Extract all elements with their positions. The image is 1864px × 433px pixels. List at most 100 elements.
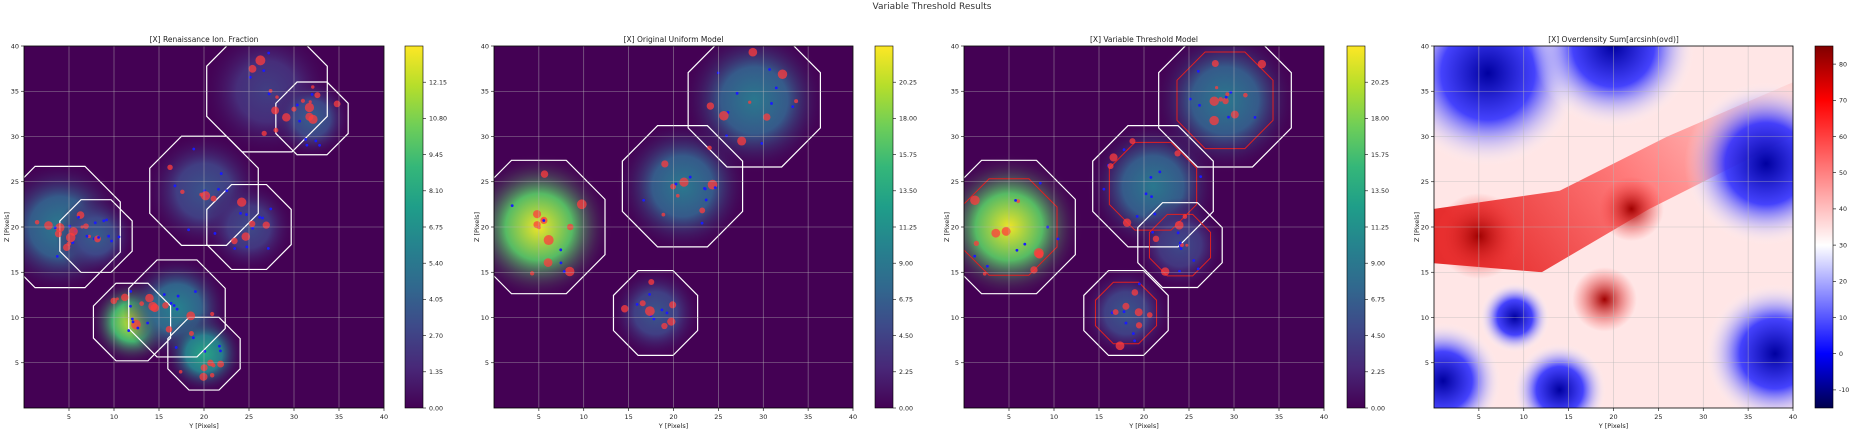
- source-marker: [136, 326, 140, 330]
- source-marker: [53, 226, 57, 230]
- x-tick-label: 20: [1609, 413, 1617, 421]
- x-tick-label: 15: [1095, 413, 1103, 421]
- x-tick-label: 20: [1140, 413, 1148, 421]
- y-tick-label: 15: [1421, 269, 1429, 277]
- colorbar-tick-label: 20.25: [1371, 80, 1389, 87]
- source-marker: [688, 175, 692, 179]
- source-marker: [314, 92, 321, 99]
- source-marker: [540, 170, 549, 178]
- x-tick-label: 25: [714, 413, 722, 421]
- source-marker: [97, 235, 101, 239]
- threshold-contour: [206, 183, 292, 271]
- source-marker: [719, 110, 729, 121]
- x-tick-label: 15: [1564, 413, 1572, 421]
- source-marker: [34, 219, 40, 225]
- source-marker: [1227, 115, 1230, 119]
- source-marker: [748, 100, 752, 104]
- source-marker: [644, 306, 655, 316]
- source-marker: [225, 189, 229, 193]
- source-marker: [1016, 199, 1021, 204]
- source-marker: [1182, 214, 1188, 219]
- underdense-region: [1512, 343, 1607, 408]
- x-tick-label: 30: [290, 413, 298, 421]
- variable-threshold-contour: [1176, 51, 1274, 150]
- source-marker: [973, 240, 979, 247]
- source-marker: [255, 55, 266, 66]
- source-marker: [239, 211, 242, 215]
- source-marker: [1102, 187, 1106, 191]
- threshold-contour: [206, 46, 328, 153]
- source-marker: [172, 304, 176, 307]
- source-marker: [199, 372, 208, 381]
- source-marker: [1185, 243, 1189, 247]
- colorbar-tick-label: 1.35: [429, 369, 443, 376]
- source-marker: [1214, 86, 1219, 90]
- source-marker: [648, 279, 655, 286]
- source-marker: [737, 136, 747, 146]
- colorbar-tick-label: 2.25: [899, 369, 913, 376]
- source-marker: [115, 297, 119, 301]
- source-marker: [665, 311, 669, 315]
- source-marker: [704, 198, 708, 202]
- threshold-contour: [494, 159, 606, 295]
- source-marker: [129, 304, 132, 308]
- plot-area: [24, 46, 384, 408]
- y-tick-label: 5: [955, 359, 959, 367]
- threshold-contour: [964, 159, 1076, 295]
- colorbar-tick-label: 11.25: [1371, 224, 1389, 231]
- source-marker: [1109, 153, 1118, 162]
- source-marker: [245, 213, 248, 216]
- source-marker: [298, 119, 302, 123]
- overdense-region: [1599, 176, 1664, 242]
- colorbar-tick-label: 11.25: [899, 224, 917, 231]
- threshold-contour: [612, 269, 699, 357]
- source-marker: [768, 68, 771, 71]
- x-tick-label: 25: [245, 413, 253, 421]
- source-marker: [791, 105, 795, 109]
- source-marker: [231, 237, 238, 245]
- y-axis-label: Z [Pixels]: [473, 212, 481, 242]
- source-marker: [139, 301, 145, 306]
- colorbar-tick-label: 9.45: [429, 152, 443, 159]
- source-marker: [970, 195, 980, 206]
- source-marker: [178, 369, 183, 374]
- underdense-region: [1434, 322, 1502, 408]
- source-marker: [707, 145, 712, 151]
- source-marker: [1056, 237, 1060, 241]
- source-marker: [1230, 110, 1239, 119]
- source-marker: [55, 223, 65, 233]
- colorbar-tick-label: 8.10: [429, 188, 443, 195]
- source-marker: [305, 143, 309, 147]
- source-marker: [1134, 308, 1143, 317]
- threshold-contour: [1083, 269, 1169, 357]
- threshold-contour: [24, 165, 121, 289]
- source-marker: [248, 220, 256, 228]
- source-marker: [219, 349, 222, 353]
- source-marker: [85, 234, 89, 238]
- source-marker: [1144, 192, 1148, 196]
- source-marker: [267, 92, 271, 96]
- x-tick-label: 15: [624, 413, 632, 421]
- source-marker: [275, 95, 279, 99]
- colorbar-tick-label: 18.00: [899, 116, 917, 123]
- source-marker: [219, 172, 223, 175]
- source-marker: [300, 98, 306, 103]
- source-marker: [267, 51, 271, 55]
- source-marker: [774, 86, 778, 90]
- colorbar-tick-label: 2.25: [1371, 369, 1385, 376]
- y-tick-label: 35: [11, 88, 19, 96]
- y-tick-label: 35: [1421, 88, 1429, 96]
- colorbar-tick-label: 9.00: [1371, 261, 1385, 268]
- source-marker: [1124, 321, 1128, 325]
- source-marker: [777, 69, 788, 79]
- source-marker: [117, 235, 121, 239]
- x-tick-label: 35: [1275, 413, 1283, 421]
- chart-panel-2: 5 10 15 20 25 30 35 40 5 10 15 20 25 30 35 40 [X] Origin…: [473, 35, 917, 430]
- source-marker: [1152, 235, 1160, 243]
- source-marker: [271, 106, 280, 115]
- colorbar-tick-label: -10: [1839, 387, 1849, 394]
- source-marker: [1135, 214, 1139, 218]
- y-tick-label: 25: [481, 178, 489, 186]
- source-marker: [679, 177, 689, 187]
- source-marker: [1211, 59, 1219, 67]
